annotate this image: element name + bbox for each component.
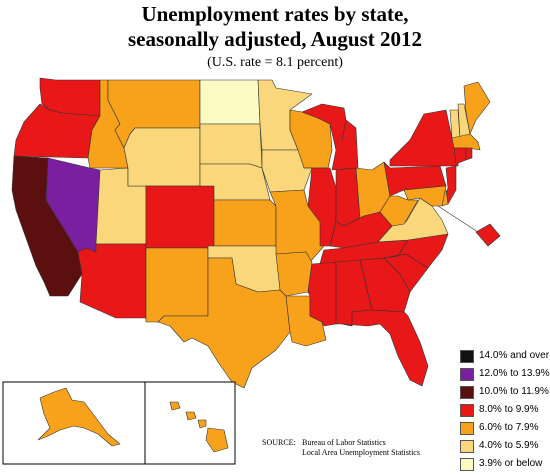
legend: 14.0% and over 12.0% to 13.9% 10.0% to 1… <box>460 349 550 475</box>
state-RI <box>465 147 473 161</box>
state-NM <box>145 247 209 323</box>
legend-swatch <box>460 350 474 363</box>
source-line-1: Bureau of Labor Statistics <box>302 438 386 447</box>
state-CO <box>145 185 215 249</box>
legend-item: 14.0% and over <box>460 349 550 365</box>
state-IL <box>303 167 337 247</box>
state-FL <box>341 309 429 387</box>
legend-swatch <box>460 368 474 381</box>
state-SD <box>199 123 263 169</box>
state-HI-3 <box>197 419 207 429</box>
state-DC <box>475 223 501 247</box>
legend-label: 10.0% to 11.9% <box>479 386 549 397</box>
state-HI-4 <box>205 427 229 453</box>
state-AR <box>275 251 313 297</box>
legend-item: 10.0% to 11.9% <box>460 385 550 401</box>
legend-label: 8.0% to 9.9% <box>479 404 539 415</box>
state-MI <box>301 103 359 171</box>
legend-swatch <box>460 386 474 399</box>
source-note: SOURCE: Bureau of Labor Statistics Local … <box>262 438 420 458</box>
legend-item: 8.0% to 9.9% <box>460 403 550 419</box>
legend-swatch <box>460 440 474 453</box>
legend-swatch <box>460 458 474 471</box>
legend-label: 4.0% to 5.9% <box>479 440 539 451</box>
legend-label: 6.0% to 7.9% <box>479 422 539 433</box>
legend-item: 3.9% or below <box>460 457 550 473</box>
state-ME <box>463 81 491 135</box>
source-line-2: Local Area Unemployment Statistics <box>302 448 420 457</box>
title-line-1: Unemployment rates by state, <box>141 2 409 26</box>
state-HI-2 <box>185 411 197 421</box>
legend-label: 14.0% and over <box>479 350 550 361</box>
legend-item: 4.0% to 5.9% <box>460 439 550 455</box>
subtitle: (U.S. rate = 8.1 percent) <box>207 55 343 70</box>
legend-swatch <box>460 404 474 417</box>
state-MO <box>269 189 325 263</box>
legend-item: 12.0% to 13.9% <box>460 367 550 383</box>
state-AK <box>37 387 121 447</box>
legend-label: 12.0% to 13.9% <box>479 368 550 379</box>
state-HI-1 <box>169 401 181 411</box>
state-CT <box>453 147 467 165</box>
dc-callout-line <box>437 205 479 233</box>
source-label: SOURCE: <box>262 438 296 447</box>
hawaii-inset-frame <box>144 381 236 465</box>
title-line-2: seasonally adjusted, August 2012 <box>127 27 423 51</box>
state-WV <box>379 195 419 227</box>
state-VA <box>377 197 449 243</box>
legend-label: 3.9% or below <box>479 458 543 469</box>
state-MD <box>403 185 447 207</box>
state-ND <box>199 79 261 125</box>
legend-item: 6.0% to 7.9% <box>460 421 550 437</box>
legend-swatch <box>460 422 474 435</box>
state-WY <box>123 127 201 187</box>
state-TX <box>157 257 291 389</box>
state-KS <box>213 199 277 247</box>
state-AZ <box>77 243 147 319</box>
state-NY <box>389 109 459 167</box>
state-MS <box>307 261 337 327</box>
